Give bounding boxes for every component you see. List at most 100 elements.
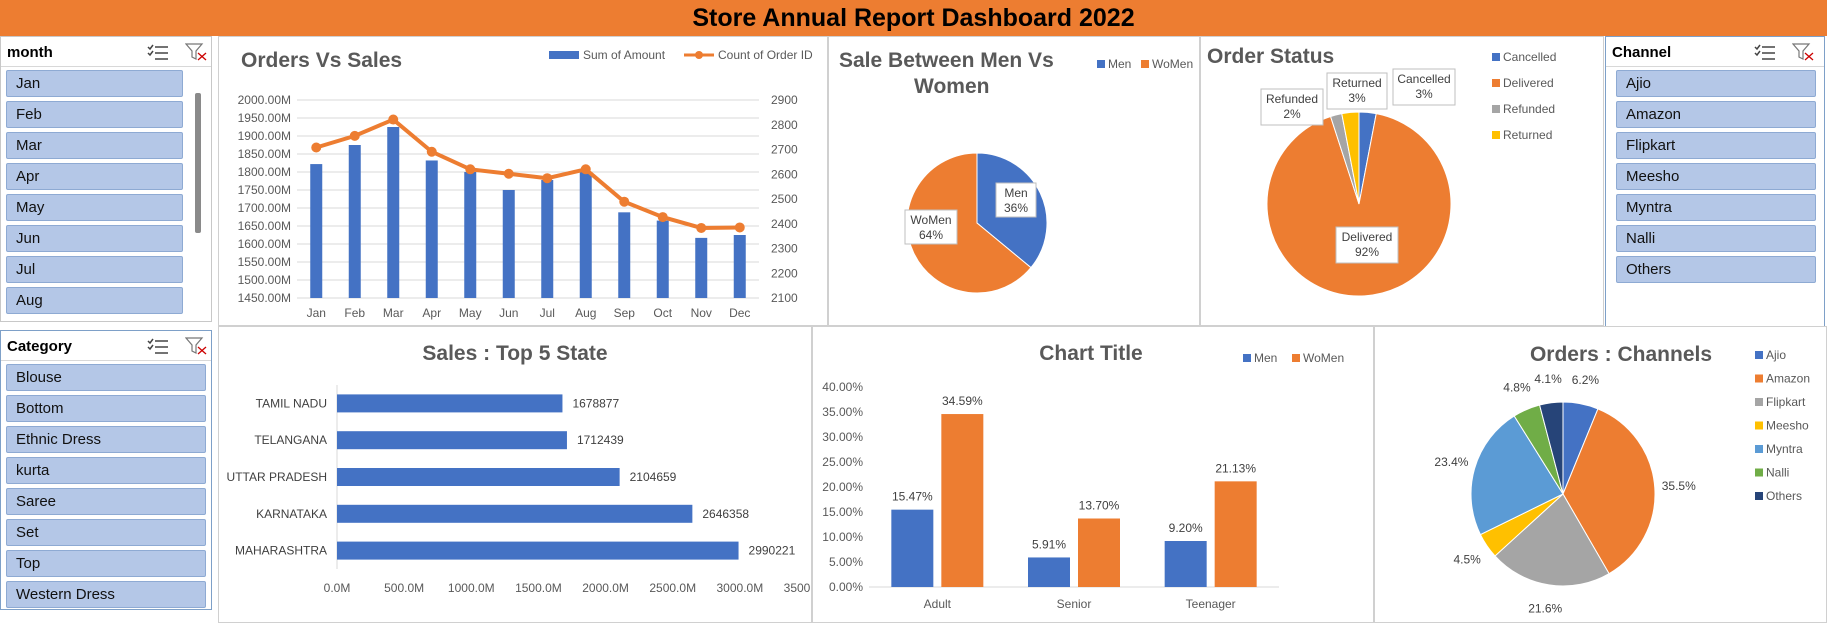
point-count-of-order-id — [311, 142, 322, 153]
multi-select-icon[interactable] — [147, 43, 169, 61]
month-item-may[interactable]: May — [6, 194, 183, 221]
y-tick-label: 1750.00M — [238, 183, 291, 197]
legend-flipkart-label: Flipkart — [1766, 395, 1806, 409]
legend-delivered-swatch — [1492, 79, 1500, 87]
bar-sum-of-amount — [425, 160, 438, 298]
data-label: 13.70% — [1079, 499, 1120, 513]
month-item-mar[interactable]: Mar — [6, 132, 183, 159]
category-slicer[interactable]: Category Blouse Bottom Ethnic Dress kurta Sa… — [0, 330, 212, 610]
category-item-saree[interactable]: Saree — [6, 488, 206, 515]
x-tick-label: Feb — [344, 306, 365, 320]
channel-item-amazon[interactable]: Amazon — [1616, 101, 1816, 128]
pie-slice-1 — [1562, 408, 1656, 575]
y-tick-label: 0.00% — [829, 580, 863, 594]
multi-select-icon[interactable] — [147, 337, 169, 355]
category-label: TAMIL NADU — [256, 396, 327, 410]
data-label-returned-value: 3% — [1348, 91, 1366, 105]
data-label-returned-name: Returned — [1332, 76, 1381, 90]
y-tick-label: 1600.00M — [238, 237, 291, 251]
x-tick-label: Dec — [729, 306, 750, 320]
data-label-box-cancelled — [1392, 68, 1456, 106]
legend-ajio-swatch — [1755, 351, 1763, 359]
clear-filter-icon[interactable] — [184, 43, 207, 61]
month-item-jun[interactable]: Jun — [6, 225, 183, 252]
multi-select-icon[interactable] — [1754, 43, 1776, 61]
data-label: 4.1% — [1534, 372, 1562, 386]
data-label: 9.20% — [1169, 521, 1203, 535]
legend-count-label: Count of Order ID — [718, 48, 813, 62]
bar-sum-of-amount — [348, 145, 361, 298]
channel-item-ajio[interactable]: Ajio — [1616, 70, 1816, 97]
category-item-top[interactable]: Top — [6, 550, 206, 577]
channel-slicer-title: Channel — [1612, 44, 1672, 61]
data-label-cancelled-name: Cancelled — [1397, 72, 1450, 86]
x-tick-label: 0.0M — [324, 581, 351, 595]
legend-amazon-swatch — [1755, 374, 1763, 383]
channel-item-meesho[interactable]: Meesho — [1616, 163, 1816, 190]
legend-meesho-swatch — [1755, 421, 1763, 430]
x-tick-label: Aug — [575, 306, 596, 320]
bar-sum-of-amount — [695, 237, 708, 298]
channel-item-others[interactable]: Others — [1616, 256, 1816, 283]
order-status-chart: Order Status Cancelled Delivered Refunded Re… — [1207, 45, 1556, 297]
legend-others-label: Others — [1766, 489, 1802, 503]
y-tick-label: 30.00% — [822, 430, 863, 444]
clear-filter-icon[interactable] — [184, 337, 207, 355]
legend-men-label: Men — [1108, 57, 1131, 71]
month-item-jul[interactable]: Jul — [6, 256, 183, 283]
order-status-panel: Order Status Cancelled Delivered Refunded Re… — [1200, 36, 1604, 326]
bar-sum-of-amount — [541, 179, 554, 298]
data-label-refunded-value: 2% — [1283, 107, 1301, 121]
channel-item-myntra[interactable]: Myntra — [1616, 194, 1816, 221]
x-tick-label: Apr — [422, 306, 441, 320]
channel-slicer[interactable]: Channel Ajio Amazon Flipkart Meesho Myntra Na… — [1605, 36, 1825, 328]
x-tick-label: Nov — [691, 306, 712, 320]
category-item-western-dress[interactable]: Western Dress — [6, 581, 206, 608]
month-slicer-scrollbar[interactable] — [195, 93, 201, 233]
data-label-box-men — [995, 182, 1037, 218]
y2-tick-label: 2900 — [771, 93, 798, 107]
legend-women-label: WoMen — [1152, 57, 1193, 71]
category-item-kurta[interactable]: kurta — [6, 457, 206, 484]
bar-sum-of-amount — [733, 235, 746, 298]
y-tick-label: 1850.00M — [238, 147, 291, 161]
y2-tick-label: 2400 — [771, 217, 798, 231]
x-tick-label: Jul — [540, 306, 555, 320]
month-item-jan[interactable]: Jan — [6, 70, 183, 97]
month-item-aug[interactable]: Aug — [6, 287, 183, 314]
y-tick-label: 1650.00M — [238, 219, 291, 233]
pie-slice-3 — [1341, 111, 1360, 205]
x-tick-label: Jun — [499, 306, 518, 320]
category-item-blouse[interactable]: Blouse — [6, 364, 206, 391]
channel-item-flipkart[interactable]: Flipkart — [1616, 132, 1816, 159]
y-tick-label: 1950.00M — [238, 111, 291, 125]
point-count-of-order-id — [426, 146, 437, 157]
legend-amount-label: Sum of Amount — [583, 48, 666, 62]
chart-title: Orders : Channels — [1530, 343, 1712, 366]
legend-refunded-swatch — [1492, 105, 1500, 113]
x-tick-label: Sep — [614, 306, 636, 320]
bar-sum-of-amount — [464, 172, 477, 298]
month-item-apr[interactable]: Apr — [6, 163, 183, 190]
data-label: 4.8% — [1503, 381, 1531, 395]
clear-filter-icon[interactable] — [1791, 43, 1814, 61]
chart-title: Order Status — [1207, 45, 1334, 68]
data-label: 35.5% — [1662, 479, 1696, 493]
legend-delivered-label: Delivered — [1503, 76, 1554, 90]
data-label: 6.2% — [1572, 373, 1600, 387]
legend-amazon-label: Amazon — [1766, 372, 1810, 386]
y2-tick-label: 2800 — [771, 118, 798, 132]
category-item-set[interactable]: Set — [6, 519, 206, 546]
legend-returned-label: Returned — [1503, 128, 1552, 142]
category-item-bottom[interactable]: Bottom — [6, 395, 206, 422]
month-slicer[interactable]: month Jan Feb Mar Apr May Jun Jul Aug — [0, 36, 212, 322]
x-tick-label: 2500.0M — [649, 581, 696, 595]
category-item-ethnic-dress[interactable]: Ethnic Dress — [6, 426, 206, 453]
month-item-feb[interactable]: Feb — [6, 101, 183, 128]
category-slicer-title: Category — [7, 338, 73, 355]
channel-item-nalli[interactable]: Nalli — [1616, 225, 1816, 252]
data-label-cancelled-value: 3% — [1415, 87, 1433, 101]
bar-sum-of-amount — [310, 164, 323, 298]
month-slicer-title: month — [7, 44, 53, 61]
data-label: 34.59% — [942, 394, 983, 408]
